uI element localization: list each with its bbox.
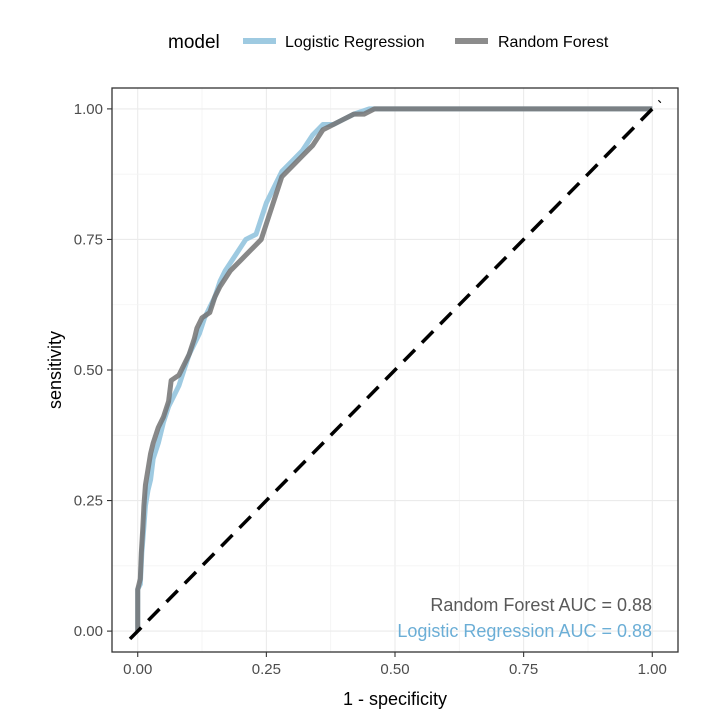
y-tick-label: 0.00 [74, 623, 103, 640]
annotation-random-forest-auc: Random Forest AUC = 0.88 [430, 595, 652, 615]
x-axis: 0.00 0.25 0.50 0.75 1.00 [123, 652, 667, 678]
y-tick-label: 0.50 [74, 362, 103, 379]
x-tick-label: 0.75 [509, 661, 538, 678]
annotation-logistic-regression-auc: Logistic Regression AUC = 0.88 [397, 621, 652, 641]
legend-label-random-forest: Random Forest [498, 34, 609, 51]
x-tick-label: 1.00 [638, 661, 667, 678]
reference-diagonal-line [128, 99, 662, 641]
legend-title: model [168, 32, 220, 53]
y-axis: 0.00 0.25 0.50 0.75 1.00 [74, 101, 112, 640]
legend: model Logistic Regression Random Forest [168, 32, 609, 53]
legend-label-logistic-regression: Logistic Regression [285, 34, 425, 51]
series-line-random-forest [135, 106, 653, 632]
reference-line-layer [128, 99, 662, 641]
y-tick-label: 0.25 [74, 493, 103, 510]
x-axis-title: 1 - specificity [343, 689, 447, 709]
x-tick-label: 0.00 [123, 661, 152, 678]
y-tick-label: 1.00 [74, 101, 103, 118]
y-axis-title: sensitivity [45, 331, 65, 409]
y-tick-label: 0.75 [74, 231, 103, 248]
x-tick-label: 0.50 [380, 661, 409, 678]
x-tick-label: 0.25 [252, 661, 281, 678]
series-layer [135, 106, 653, 632]
